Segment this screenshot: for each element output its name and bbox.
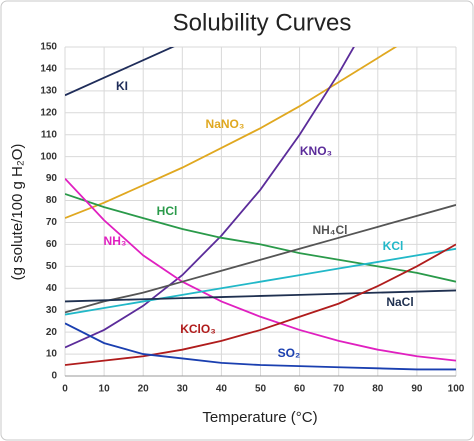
series-label: KCl bbox=[383, 239, 404, 253]
y-tick-label: 20 bbox=[46, 327, 58, 338]
series-line bbox=[65, 177, 456, 362]
series-line bbox=[65, 247, 456, 316]
series-label: NaNO₃ bbox=[206, 117, 245, 131]
series-line bbox=[65, 322, 456, 371]
series-line bbox=[65, 193, 456, 283]
y-tick-label: 90 bbox=[46, 173, 58, 184]
series-line bbox=[65, 47, 355, 349]
series-label: NaCl bbox=[386, 295, 413, 309]
series-line bbox=[65, 47, 398, 219]
y-tick-label: 0 bbox=[51, 371, 57, 382]
y-tick-label: 30 bbox=[46, 305, 58, 316]
y-tick-label: 60 bbox=[46, 239, 58, 250]
y-axis-label: (g solute/100 g H₂O) bbox=[9, 144, 26, 281]
x-tick-label: 60 bbox=[294, 384, 306, 395]
y-tick-label: 40 bbox=[46, 283, 58, 294]
y-tick-label: 150 bbox=[40, 42, 57, 53]
series-label: KClO₃ bbox=[180, 322, 216, 336]
x-tick-label: 90 bbox=[411, 384, 423, 395]
y-tick-label: 100 bbox=[40, 151, 57, 162]
y-tick-label: 110 bbox=[41, 129, 58, 140]
series-line bbox=[65, 204, 456, 314]
x-tick-label: 0 bbox=[62, 384, 68, 395]
x-tick-label: 30 bbox=[177, 384, 189, 395]
x-tick-label: 50 bbox=[255, 384, 267, 395]
chart-title: Solubility Curves bbox=[173, 9, 352, 36]
series-line bbox=[65, 289, 456, 303]
y-tick-label: 50 bbox=[46, 261, 58, 272]
series-line bbox=[65, 243, 456, 366]
x-tick-label: 80 bbox=[372, 384, 384, 395]
series-label: NH₄Cl bbox=[312, 223, 347, 237]
series-label: KNO₃ bbox=[300, 144, 332, 158]
y-tick-label: 140 bbox=[40, 64, 57, 75]
x-axis-label: Temperature (°C) bbox=[202, 409, 317, 426]
series-label: KI bbox=[116, 79, 128, 93]
x-tick-label: 10 bbox=[99, 384, 111, 395]
y-tick-label: 10 bbox=[46, 349, 58, 360]
y-tick-label: 120 bbox=[40, 107, 57, 118]
series-line bbox=[65, 47, 175, 97]
x-tick-label: 70 bbox=[333, 384, 345, 395]
x-tick-label: 40 bbox=[216, 384, 228, 395]
series-label: SO₂ bbox=[278, 346, 301, 360]
series-label: HCl bbox=[157, 204, 178, 218]
x-tick-label: 100 bbox=[448, 384, 465, 395]
y-tick-label: 130 bbox=[40, 86, 57, 97]
y-tick-label: 70 bbox=[46, 217, 58, 228]
y-tick-label: 80 bbox=[46, 195, 58, 206]
series-label: NH₃ bbox=[104, 234, 127, 248]
x-tick-label: 20 bbox=[138, 384, 150, 395]
